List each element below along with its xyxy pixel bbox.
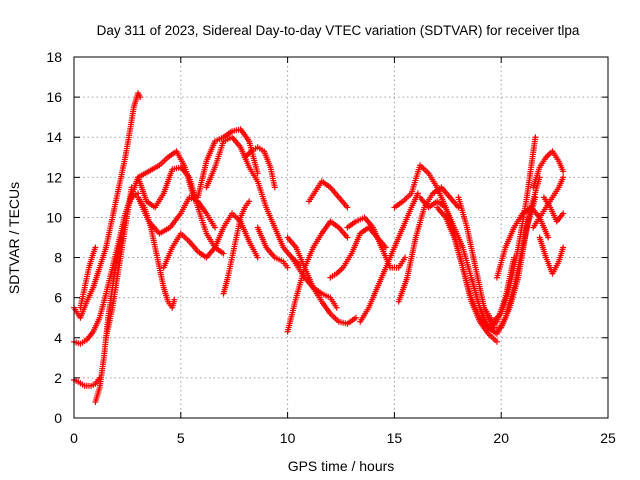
data-point: [284, 264, 291, 271]
data-point: [137, 94, 144, 101]
y-tick-label: 2: [54, 370, 62, 386]
series-arc-4: [77, 244, 99, 311]
y-tick-label: 14: [46, 129, 62, 145]
series-arc-35: [540, 194, 567, 225]
series-arc-30: [481, 134, 539, 325]
y-tick-labels: 0 2 4 6 8 10 12 14 16 18: [46, 49, 62, 426]
series-arc-32: [530, 174, 567, 231]
data-point: [344, 234, 351, 241]
series-arc-21: [327, 224, 389, 281]
series-arc-31: [493, 204, 552, 281]
data-point: [560, 244, 567, 251]
data-point: [352, 314, 359, 321]
x-tick-label: 10: [280, 430, 296, 446]
data-point: [560, 168, 567, 175]
series-arc-34: [536, 234, 567, 277]
y-tick-label: 6: [54, 290, 62, 306]
data-point: [493, 338, 500, 345]
x-tick-label: 0: [70, 430, 78, 446]
series-arc-24: [395, 184, 462, 305]
series-arc-18: [284, 234, 359, 327]
data-points: [71, 90, 567, 405]
y-tick-label: 12: [46, 169, 62, 185]
series-arc-10: [135, 164, 227, 257]
axis-ticks: [73, 56, 609, 419]
y-tick-label: 10: [46, 209, 62, 225]
data-point: [344, 204, 351, 211]
series-arc-6: [103, 184, 135, 341]
x-tick-labels: 0 5 10 15 20 25: [70, 430, 616, 446]
plot-frame: [73, 56, 609, 419]
series-arc-1: [71, 90, 144, 321]
series-arc-20: [305, 178, 351, 211]
x-tick-label: 20: [493, 430, 509, 446]
series-arc-28: [455, 194, 539, 331]
series-arc-19: [288, 254, 340, 311]
data-point: [246, 198, 253, 205]
x-axis-label: GPS time / hours: [288, 458, 395, 474]
series-arc-22: [344, 214, 409, 271]
x-tick-label: 15: [387, 430, 403, 446]
series-arc-16: [254, 224, 291, 271]
x-tick-label: 5: [177, 430, 185, 446]
series-arc-33: [530, 148, 567, 191]
data-point: [402, 254, 409, 261]
data-point: [220, 250, 227, 257]
chart-title: Day 311 of 2023, Sidereal Day-to-day VTE…: [97, 23, 580, 38]
y-tick-label: 0: [54, 410, 62, 426]
x-tick-label: 25: [600, 430, 616, 446]
series-arc-3: [71, 190, 142, 347]
data-point: [532, 134, 539, 141]
series-arc-17: [284, 218, 351, 335]
y-tick-label: 18: [46, 49, 62, 65]
data-point: [414, 190, 421, 197]
y-tick-label: 16: [46, 89, 62, 105]
data-point: [545, 234, 552, 241]
series-arc-23: [357, 190, 421, 325]
y-tick-label: 8: [54, 250, 62, 266]
data-point: [211, 224, 218, 231]
data-point: [271, 184, 278, 191]
y-axis-label: SDTVAR / TECUs: [6, 182, 22, 294]
series-arc-14: [220, 198, 253, 297]
series-arc-15: [241, 144, 278, 191]
data-point: [92, 244, 99, 251]
data-point: [171, 296, 178, 303]
data-point: [560, 174, 567, 181]
data-point: [254, 254, 261, 261]
series-arc-5: [92, 234, 124, 405]
data-point: [333, 304, 340, 311]
data-point: [560, 210, 567, 217]
y-tick-label: 4: [54, 330, 62, 346]
